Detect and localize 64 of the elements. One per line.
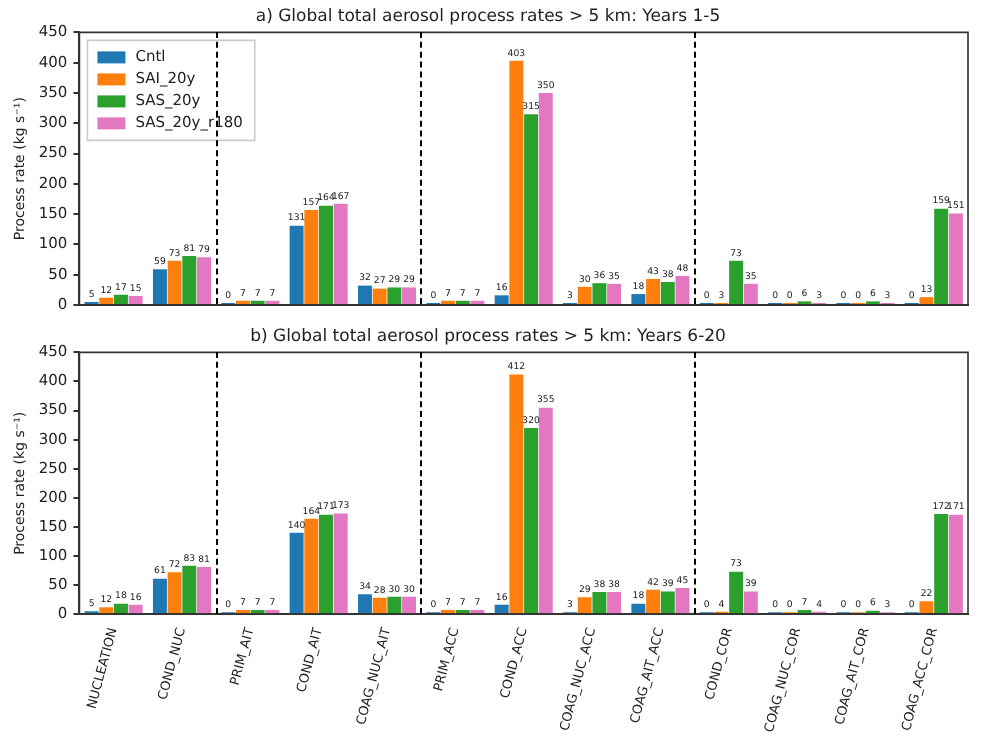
chart-title: b) Global total aerosol process rates > 5 km: Years 6-20 [250,326,726,347]
bar [99,607,114,614]
bar [743,283,758,304]
bar [128,604,143,614]
bar [197,567,211,614]
bar [919,297,934,304]
bar [333,513,348,614]
bar [319,205,333,304]
bar [319,514,333,614]
bar [494,295,509,304]
bar [631,603,646,614]
bar [509,60,524,304]
bar [592,283,607,304]
bar [675,587,690,614]
bar [289,532,304,614]
bar [387,287,402,304]
bar [577,286,592,304]
bar [387,596,402,614]
bar [646,278,661,304]
bar [152,269,167,304]
bar [113,603,128,614]
bar [607,283,622,304]
bar [128,295,143,304]
bar [113,294,128,304]
bar [675,275,690,304]
bar [357,285,372,304]
bar [304,209,319,304]
bar [743,591,758,614]
bar [919,601,934,614]
bar [402,287,417,304]
bar [182,255,197,304]
bar [660,591,675,614]
bar [372,288,387,304]
bar [304,518,319,614]
chart-title: a) Global total aerosol process rates > 5 km: Years 1-5 [255,6,721,27]
bar [357,594,372,614]
bar [729,260,744,304]
bar [607,592,622,614]
bar [729,571,744,614]
bar [197,257,211,304]
bar [167,572,182,614]
bar [660,281,675,304]
bar [167,260,182,304]
bar [402,596,417,614]
bar [509,374,524,614]
bar [152,578,167,614]
bar [631,294,646,304]
bar [289,225,304,304]
bar [372,597,387,614]
bar [333,203,348,304]
bar [182,565,197,614]
bar [99,297,114,304]
bar [948,514,963,614]
bar [934,514,949,614]
bar [592,592,607,614]
bar [934,208,949,304]
bar [494,604,509,614]
bar [524,114,539,304]
bar [538,407,553,614]
bar [524,428,539,614]
bar [646,589,661,614]
bar [948,213,963,304]
bar [538,92,553,304]
bar [577,597,592,614]
